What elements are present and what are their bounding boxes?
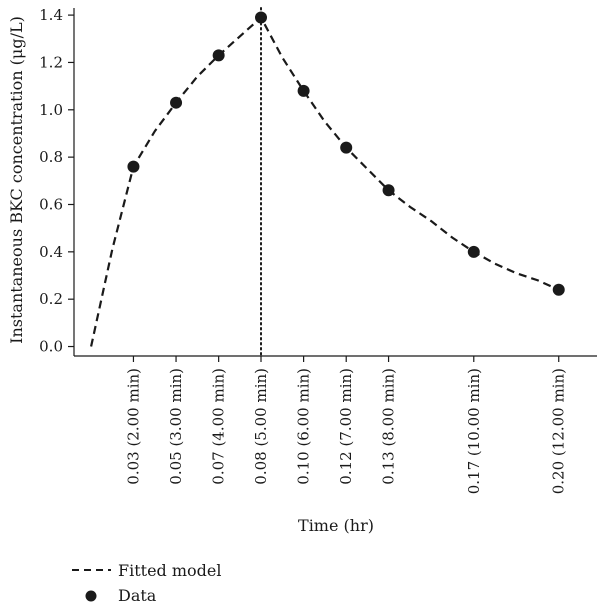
data-point	[467, 245, 480, 258]
x-tick-label: 0.08 (5.00 min)	[252, 368, 270, 485]
x-tick-label: 0.12 (7.00 min)	[337, 368, 355, 485]
legend-label-data: Data	[118, 586, 157, 605]
x-tick-label: 0.20 (12.00 min)	[550, 368, 568, 494]
legend-label-fitted-model: Fitted model	[118, 561, 222, 580]
y-ticks: 0.0 0.2 0.4 0.6 0.8 1.0 1.2 1.4	[39, 6, 74, 356]
data-points-layer	[127, 11, 565, 296]
data-point	[340, 141, 353, 154]
plot-frame	[73, 8, 597, 357]
y-axis-title: Instantaneous BKC concentration (μg/L)	[7, 16, 26, 344]
y-tick-label: 1.4	[39, 6, 63, 24]
y-tick-label: 0.6	[39, 195, 63, 213]
data-point	[255, 11, 268, 24]
data-point	[297, 84, 310, 97]
x-ticks: 0.03 (2.00 min) 0.05 (3.00 min) 0.07 (4.00…	[124, 356, 568, 494]
y-tick-label: 0.4	[39, 243, 63, 261]
data-point	[170, 96, 183, 109]
y-tick-label: 0.2	[39, 290, 63, 308]
x-tick-label: 0.03 (2.00 min)	[124, 368, 142, 485]
data-point	[127, 160, 140, 173]
y-tick-label: 1.2	[39, 53, 63, 71]
x-tick-label: 0.07 (4.00 min)	[210, 368, 228, 485]
x-tick-label: 0.05 (3.00 min)	[167, 368, 185, 485]
y-tick-label: 1.0	[39, 101, 63, 119]
x-axis-title: Time (hr)	[298, 516, 374, 535]
y-tick-label: 0.0	[39, 338, 63, 356]
fitted-model-line	[90, 15, 560, 347]
x-tick-label: 0.13 (8.00 min)	[380, 368, 398, 485]
fitted-line-layer	[90, 15, 560, 347]
data-point	[382, 184, 395, 197]
x-tick-label: 0.10 (6.00 min)	[295, 368, 313, 485]
legend: Fitted model Data	[72, 561, 222, 605]
data-point	[212, 49, 225, 62]
data-point	[552, 283, 565, 296]
y-tick-label: 0.8	[39, 148, 63, 166]
x-tick-label: 0.17 (10.00 min)	[465, 368, 483, 494]
legend-dot-swatch	[85, 590, 97, 602]
